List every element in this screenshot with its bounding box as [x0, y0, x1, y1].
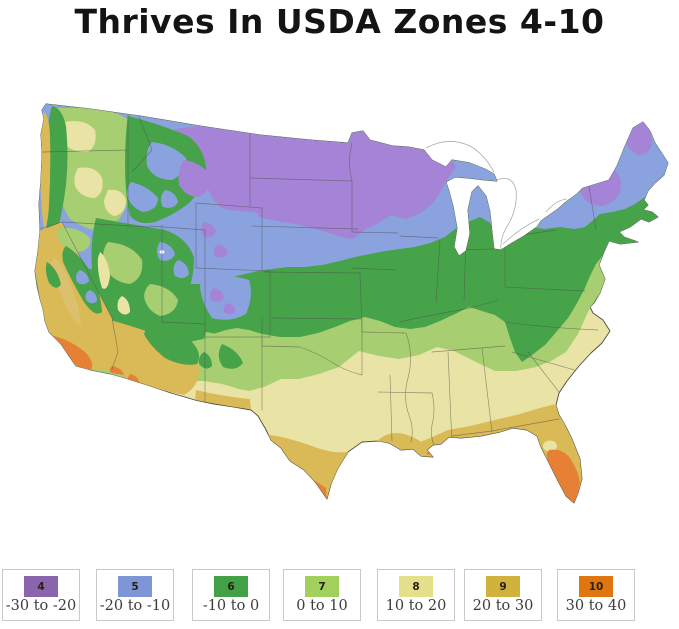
legend-item-zone-6: 6 -10 to 0 [192, 569, 270, 621]
zone-7-number: 7 [318, 580, 326, 593]
zone-6-range: -10 to 0 [202, 598, 260, 614]
zone-5-number: 5 [131, 580, 139, 593]
zone-6-number: 6 [227, 580, 235, 593]
zone-9-swatch: 9 [486, 576, 520, 597]
lake-superior-outline [425, 141, 495, 173]
zone-4-range: -30 to -20 [5, 598, 77, 614]
zone-9-range: 20 to 30 [472, 598, 534, 614]
legend-item-zone-5: 5 -20 to -10 [96, 569, 174, 621]
legend-item-zone-8: 8 10 to 20 [377, 569, 455, 621]
zone-7-swatch: 7 [305, 576, 339, 597]
california-region [35, 222, 118, 371]
legend-item-zone-4: 4 -30 to -20 [2, 569, 80, 621]
zone-7-range: 0 to 10 [296, 598, 348, 614]
great-lakes-outlines [425, 141, 568, 250]
zone-8-swatch: 8 [399, 576, 433, 597]
zone-4-band [174, 126, 456, 239]
zone-9-number: 9 [499, 580, 507, 593]
zone-4-swatch: 4 [24, 576, 58, 597]
adirondacks-zone4-patch [579, 164, 621, 206]
north-florida-zone8-pocket [543, 440, 557, 452]
texas-tip-zone10 [314, 480, 327, 499]
south-florida-zone10 [546, 449, 580, 503]
northern-rockies-region [125, 116, 211, 224]
legend-item-zone-10: 10 30 to 40 [557, 569, 635, 621]
legend-item-zone-7: 7 0 to 10 [283, 569, 361, 621]
page-title: Thrives In USDA Zones 4-10 [74, 2, 605, 41]
southwest-desert-region [106, 320, 256, 409]
zone-8-number: 8 [412, 580, 420, 593]
state-borders [35, 111, 599, 446]
zone-10-swatch: 10 [579, 576, 613, 597]
lake-huron-outline [496, 177, 517, 250]
zone-8-range: 10 to 20 [385, 598, 447, 614]
pacific-northwest-region [40, 106, 141, 236]
zone-10-number: 10 [588, 580, 604, 593]
great-basin-region [91, 218, 194, 324]
zone-6-swatch: 6 [214, 576, 248, 597]
zone-5-swatch: 5 [118, 576, 152, 597]
legend-item-zone-9: 9 20 to 30 [464, 569, 542, 621]
lake-ontario-outline [545, 198, 568, 213]
lake-erie-outline [502, 218, 540, 245]
zone-4-number: 4 [37, 580, 45, 593]
louisiana-zone9 [376, 433, 427, 456]
florida-and-gulf-shore-zone9 [413, 404, 582, 503]
zone-5-range: -20 to -10 [99, 598, 171, 614]
zone-10-range: 30 to 40 [565, 598, 627, 614]
